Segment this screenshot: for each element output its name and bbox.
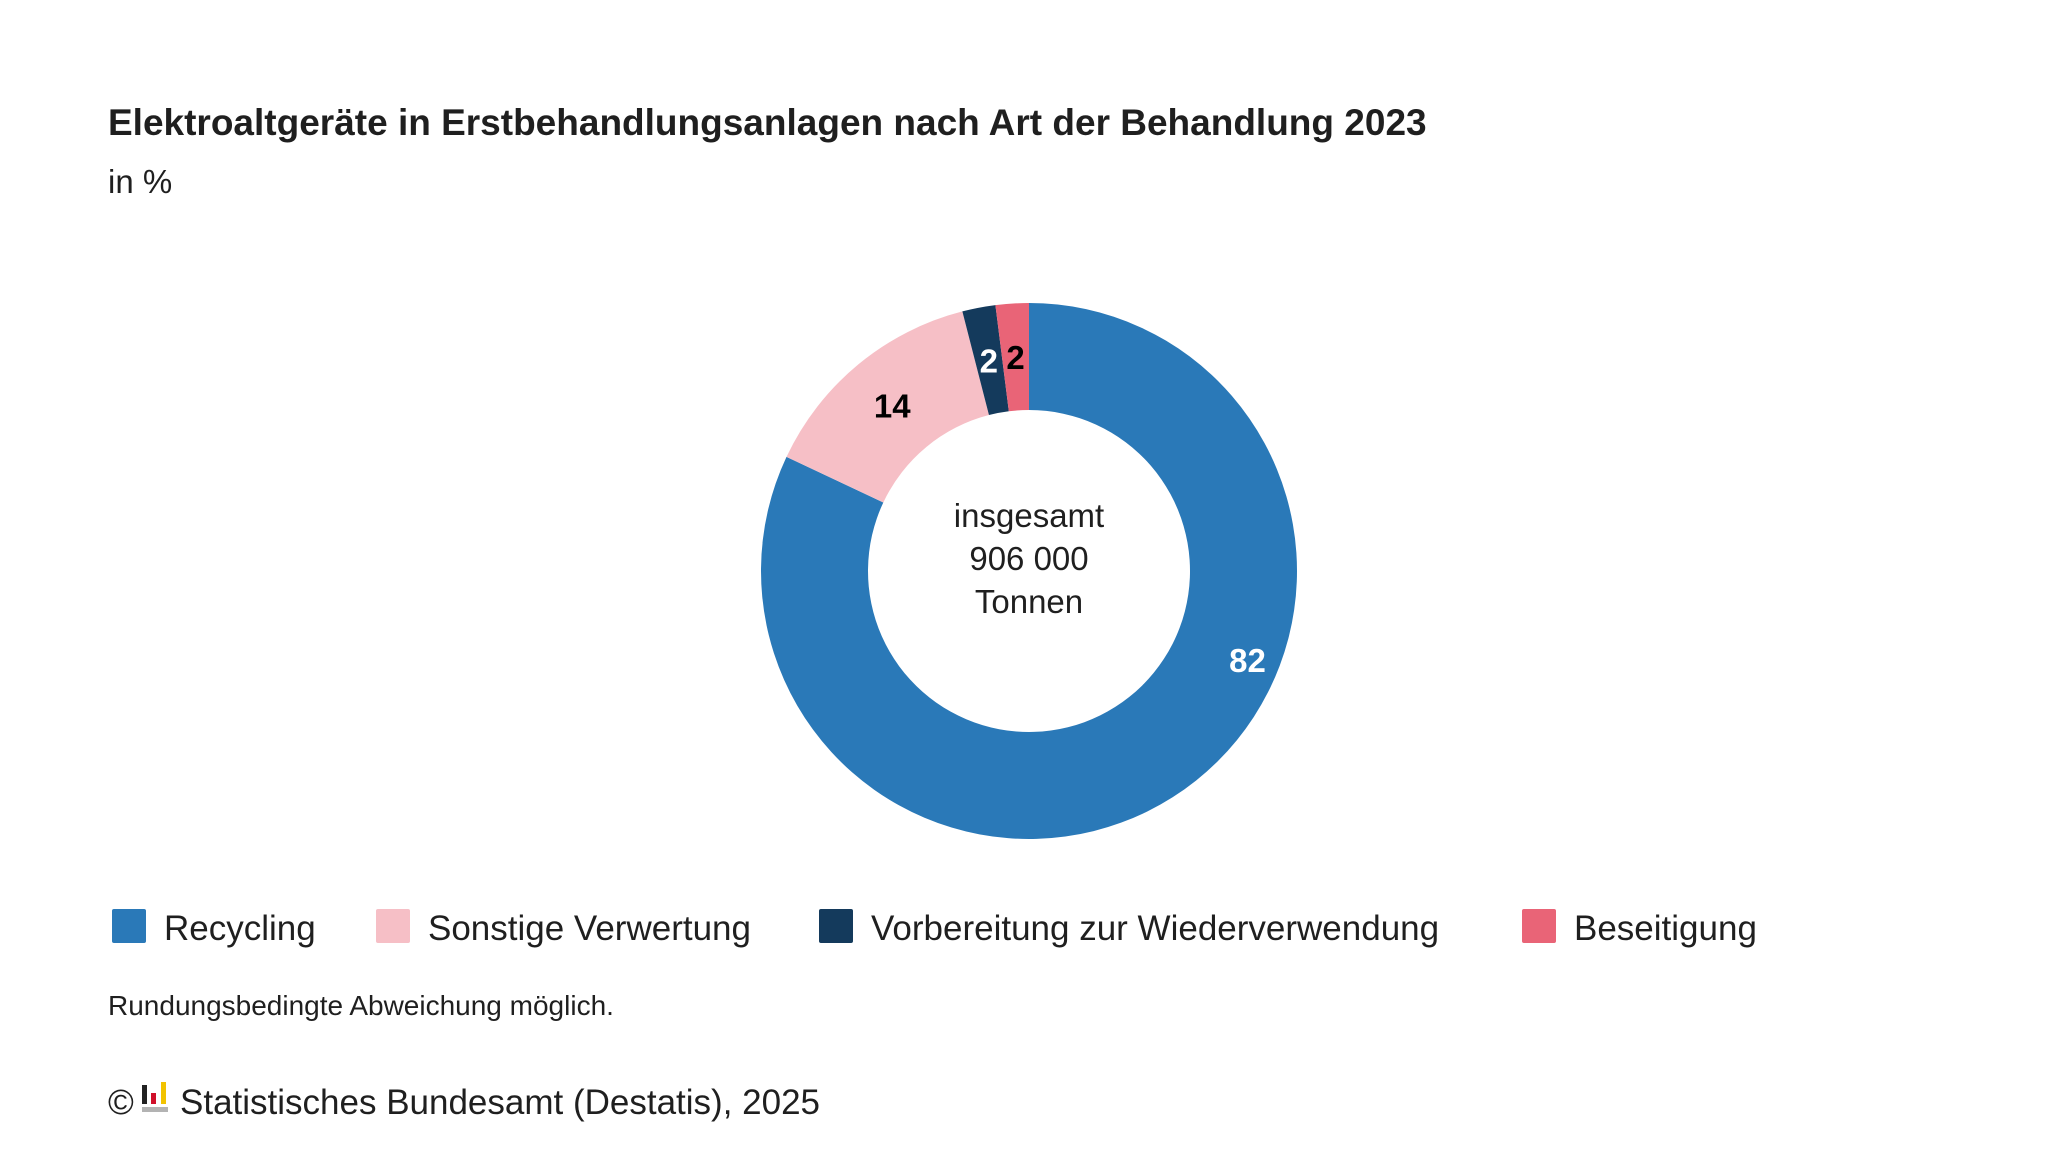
slice-beseitigung <box>995 303 1029 412</box>
source-text: Statistisches Bundesamt (Destatis), 2025 <box>180 1083 820 1122</box>
data-label: 2 <box>980 342 998 379</box>
legend-label: Beseitigung <box>1574 909 1757 948</box>
slice-sonstige-verwertung <box>786 311 989 503</box>
legend-item: Beseitigung <box>1522 909 1757 948</box>
legend-item: Sonstige Verwertung <box>376 909 751 948</box>
legend: Recycling Sonstige Verwertung Vorbereitung… <box>112 909 1757 948</box>
slices <box>760 303 1297 839</box>
chart-subtitle: in % <box>108 163 172 200</box>
legend-swatch <box>112 909 146 943</box>
chart-title: Elektroaltgeräte in Erstbehandlungsanlag… <box>108 102 1427 143</box>
slice-vorbereitung-zur-wiederverwendung <box>962 305 1009 416</box>
destatis-logo-icon <box>142 1082 168 1112</box>
footnote: Rundungsbedingte Abweichung möglich. <box>108 990 614 1021</box>
center-label-line-3: Tonnen <box>975 583 1083 620</box>
center-label-line-1: insgesamt <box>954 497 1104 534</box>
center-label-line-2: 906 000 <box>969 540 1088 577</box>
legend-item: Recycling <box>112 909 316 948</box>
legend-swatch <box>1522 909 1556 943</box>
data-label: 82 <box>1229 642 1266 679</box>
legend-label: Sonstige Verwertung <box>428 909 751 948</box>
legend-label: Vorbereitung zur Wiederverwendung <box>871 909 1439 948</box>
slice-recycling <box>760 303 1297 839</box>
copyright-symbol: © <box>108 1083 134 1122</box>
legend-swatch <box>819 909 853 943</box>
data-label: 2 <box>1006 339 1024 376</box>
data-labels: 82 14 2 2 <box>874 339 1266 679</box>
legend-label: Recycling <box>164 909 316 948</box>
legend-item: Vorbereitung zur Wiederverwendung <box>819 909 1439 948</box>
legend-swatch <box>376 909 410 943</box>
data-label: 14 <box>874 388 911 425</box>
